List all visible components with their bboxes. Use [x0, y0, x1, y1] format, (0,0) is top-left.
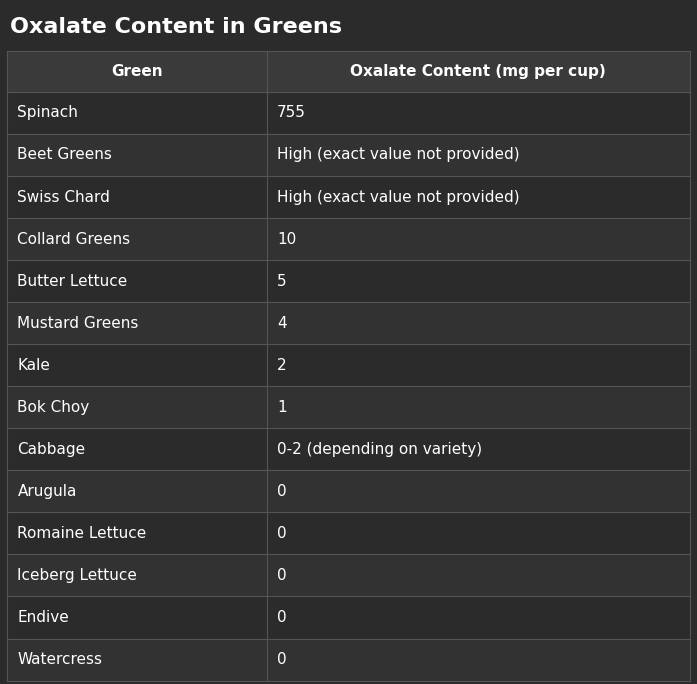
Bar: [7, 596, 690, 639]
Text: Iceberg Lettuce: Iceberg Lettuce: [17, 568, 137, 583]
Bar: [7, 51, 690, 92]
Bar: [7, 218, 690, 260]
Text: Arugula: Arugula: [17, 484, 77, 499]
Text: Spinach: Spinach: [17, 105, 78, 120]
Text: 0: 0: [277, 484, 286, 499]
Text: 1: 1: [277, 399, 286, 415]
Text: Kale: Kale: [17, 358, 50, 373]
Text: High (exact value not provided): High (exact value not provided): [277, 189, 519, 205]
Bar: [7, 555, 690, 596]
Text: 10: 10: [277, 232, 296, 246]
Text: Swiss Chard: Swiss Chard: [17, 189, 110, 205]
Text: Beet Greens: Beet Greens: [17, 148, 112, 163]
Bar: [7, 302, 690, 344]
Text: Romaine Lettuce: Romaine Lettuce: [17, 526, 146, 541]
Text: 4: 4: [277, 316, 286, 330]
Bar: [7, 639, 690, 681]
Text: 0: 0: [277, 610, 286, 625]
Text: 0: 0: [277, 568, 286, 583]
Bar: [7, 134, 690, 176]
Text: 0: 0: [277, 652, 286, 667]
Text: High (exact value not provided): High (exact value not provided): [277, 148, 519, 163]
Bar: [7, 176, 690, 218]
Bar: [7, 471, 690, 512]
Text: Butter Lettuce: Butter Lettuce: [17, 274, 128, 289]
Bar: [7, 386, 690, 428]
Text: 755: 755: [277, 105, 306, 120]
Text: Oxalate Content in Greens: Oxalate Content in Greens: [10, 17, 342, 37]
Text: Watercress: Watercress: [17, 652, 102, 667]
Text: 5: 5: [277, 274, 286, 289]
Text: Oxalate Content (mg per cup): Oxalate Content (mg per cup): [351, 64, 606, 79]
Text: Bok Choy: Bok Choy: [17, 399, 90, 415]
Text: Collard Greens: Collard Greens: [17, 232, 130, 246]
Text: 0: 0: [277, 526, 286, 541]
Text: 2: 2: [277, 358, 286, 373]
Text: Endive: Endive: [17, 610, 69, 625]
Bar: [7, 344, 690, 386]
Bar: [7, 428, 690, 471]
Text: 0-2 (depending on variety): 0-2 (depending on variety): [277, 442, 482, 457]
Text: Cabbage: Cabbage: [17, 442, 86, 457]
Bar: [7, 92, 690, 134]
Text: Green: Green: [111, 64, 162, 79]
Bar: [7, 260, 690, 302]
Bar: [7, 512, 690, 555]
Text: Mustard Greens: Mustard Greens: [17, 316, 139, 330]
